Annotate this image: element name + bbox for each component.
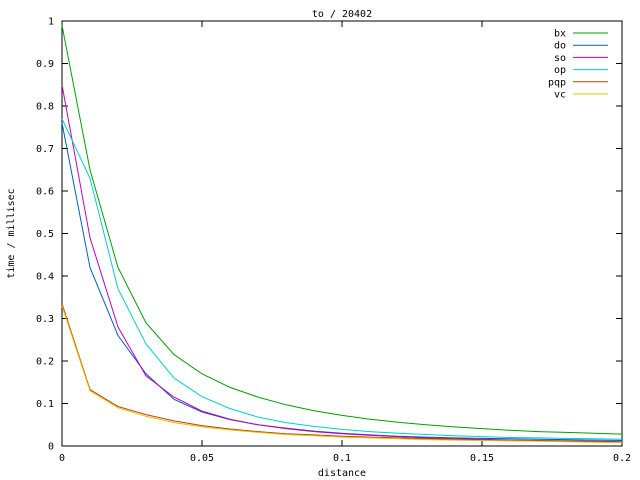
x-tick-label: 0.05 [190, 453, 214, 464]
series-line-pqp [61, 303, 623, 443]
y-tick-label: 0.8 [36, 102, 54, 113]
series-line-vc [61, 305, 623, 444]
y-tick-label: 0.3 [36, 314, 54, 325]
x-tick-label: 0.15 [470, 453, 494, 464]
legend-label-vc: vc [554, 90, 566, 101]
legend-label-pqp: pqp [548, 77, 566, 88]
x-tick-label: 0.1 [333, 453, 351, 464]
y-tick-label: 0.9 [36, 59, 54, 70]
legend-label-bx: bx [554, 29, 566, 40]
y-tick-label: 0.4 [36, 272, 54, 283]
y-tick-label: 0.7 [36, 144, 54, 155]
series-line-so [61, 84, 623, 443]
y-axis-title: time / millisec [6, 188, 17, 278]
series-line-op [61, 118, 623, 440]
y-tick-label: 0.2 [36, 357, 54, 368]
y-tick-label: 1 [48, 17, 54, 28]
y-tick-label: 0.1 [36, 399, 54, 410]
x-axis-title: distance [318, 468, 366, 479]
plot-frame [61, 20, 623, 447]
legend-label-do: do [554, 41, 566, 52]
y-tick-label: 0.5 [36, 229, 54, 240]
x-tick-label: 0 [59, 453, 65, 464]
series-line-bx [61, 25, 623, 435]
legend-label-op: op [554, 65, 566, 76]
legend-label-so: so [554, 53, 566, 64]
chart-title: to / 20402 [312, 9, 372, 20]
y-tick-label: 0 [48, 442, 54, 453]
series-line-do [61, 122, 623, 441]
y-tick-label: 0.6 [36, 187, 54, 198]
x-tick-label: 0.2 [613, 453, 631, 464]
